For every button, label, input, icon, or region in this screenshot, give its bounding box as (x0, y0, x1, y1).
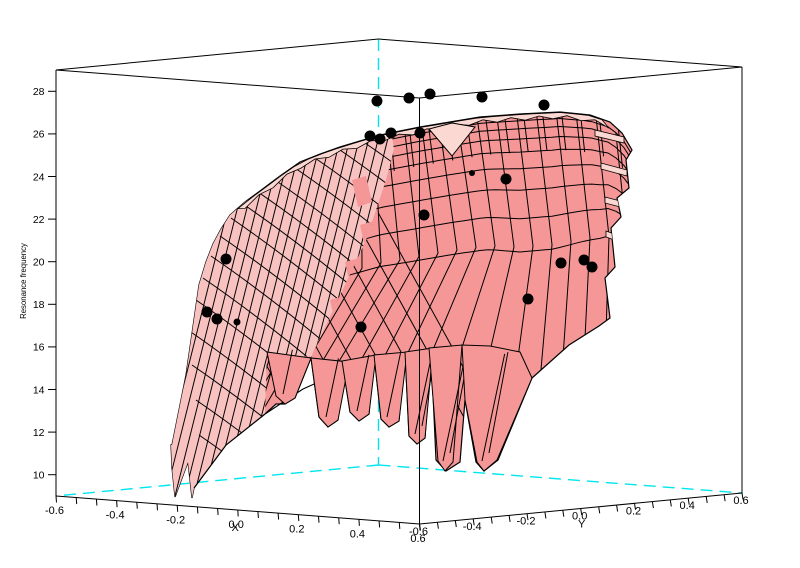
svg-text:28: 28 (33, 86, 45, 98)
svg-text:-0.4: -0.4 (106, 510, 125, 522)
svg-text:Resonance frequency: Resonance frequency (19, 243, 28, 319)
svg-text:X: X (232, 522, 240, 534)
svg-text:-0.2: -0.2 (517, 516, 536, 528)
svg-text:0.2: 0.2 (289, 524, 304, 536)
svg-text:0.6: 0.6 (733, 495, 748, 507)
svg-text:22: 22 (33, 214, 45, 226)
svg-text:-0.6: -0.6 (409, 526, 428, 538)
svg-text:16: 16 (33, 342, 45, 354)
svg-text:0.4: 0.4 (680, 500, 695, 512)
svg-text:14: 14 (33, 384, 45, 396)
svg-text:18: 18 (33, 299, 45, 311)
svg-text:-0.4: -0.4 (463, 521, 482, 533)
svg-text:26: 26 (33, 129, 45, 141)
svg-text:Y: Y (578, 519, 586, 531)
svg-text:-0.6: -0.6 (45, 505, 64, 517)
svg-text:0.2: 0.2 (626, 505, 641, 517)
svg-text:10: 10 (33, 470, 45, 482)
svg-text:24: 24 (33, 171, 45, 183)
svg-text:-0.2: -0.2 (166, 514, 185, 526)
svg-text:0.4: 0.4 (350, 528, 365, 540)
svg-text:12: 12 (33, 427, 45, 439)
svg-text:20: 20 (33, 257, 45, 269)
